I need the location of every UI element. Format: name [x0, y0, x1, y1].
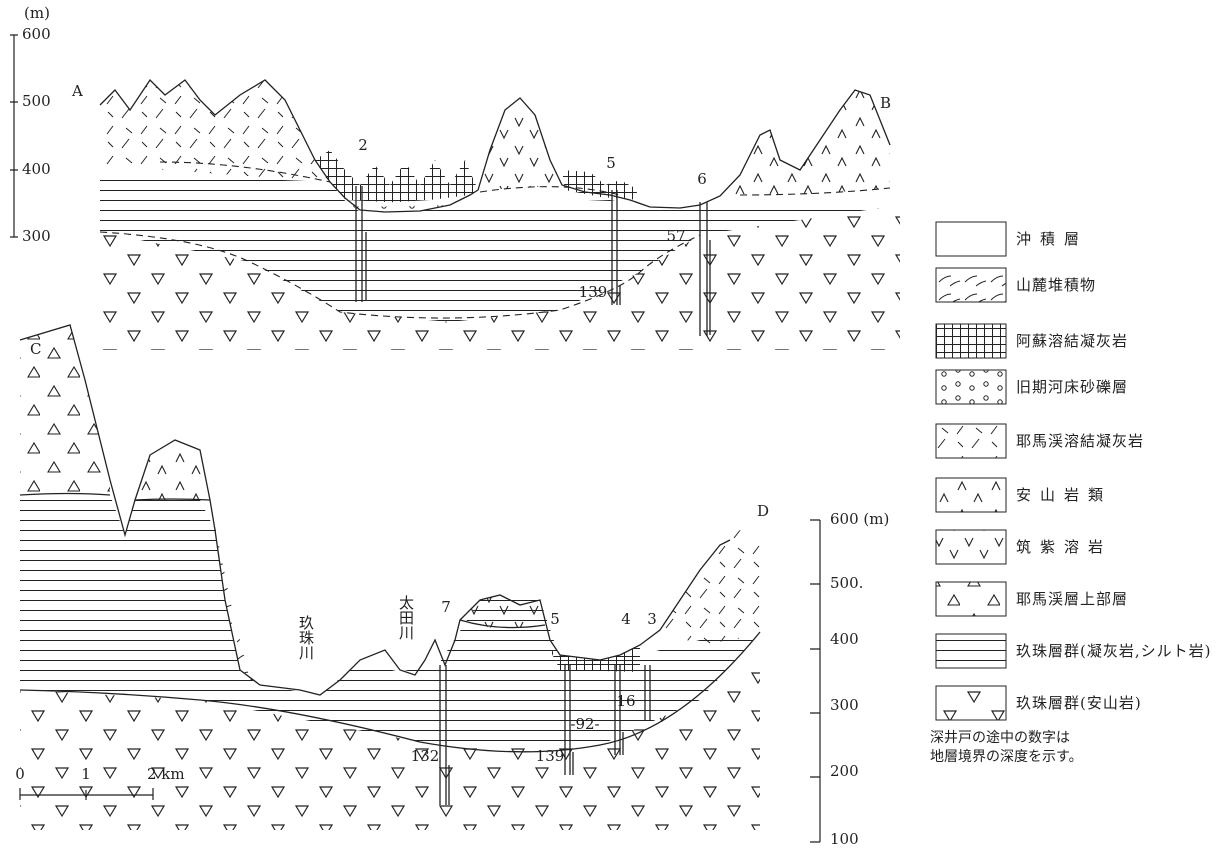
ground-surface — [19, 324, 731, 696]
kusu-andesite — [20, 655, 760, 830]
deep-well — [355, 186, 708, 336]
legend-swatch — [935, 477, 1007, 513]
talus-deposit — [660, 530, 760, 645]
well-label: 5 — [550, 610, 560, 628]
depth-label: 139 — [536, 747, 565, 765]
scale-label: 2 km — [147, 765, 185, 783]
legend-swatch — [935, 633, 1007, 669]
legend-swatch — [935, 369, 1007, 405]
ground-surface — [99, 78, 891, 213]
well-label: 3 — [647, 610, 657, 628]
deep-well — [439, 665, 651, 805]
axis-tick-label: 300 — [22, 227, 51, 245]
axis-tick-label: 300 — [830, 696, 859, 714]
depth-label: 16 — [616, 692, 635, 710]
legend-swatch — [935, 685, 1007, 721]
legend-swatch — [935, 267, 1007, 303]
axis-tick-label: 400 — [22, 160, 51, 178]
depth-label: 57 — [666, 227, 685, 245]
legend-swatch — [935, 323, 1007, 359]
legend-swatch — [935, 529, 1007, 565]
legend-label: 山麓堆積物 — [1016, 276, 1096, 294]
axis-tick-label: 600 (m) — [830, 510, 889, 528]
legend-label: 沖積層 — [1016, 230, 1088, 248]
yabakei-welded-tuff — [100, 80, 330, 182]
kusu-tuff-siltstone — [20, 495, 760, 745]
legend-swatch — [935, 221, 1007, 257]
axis-tick-label: 500. — [830, 574, 863, 592]
legend-label: 旧期河床砂礫層 — [1016, 378, 1128, 396]
axis-tick-label: 200 — [830, 762, 859, 780]
section-end-label: D — [757, 502, 769, 520]
formation-boundary — [19, 492, 761, 753]
river-name: 玖珠川 — [297, 615, 315, 660]
scale-label: 0 — [15, 765, 25, 783]
section-a-b: (m) 600 500 400 300 A B 2 5 6 57 139 — [10, 4, 900, 350]
legend-note: 深井戸の途中の数字は — [930, 729, 1070, 746]
aso-welded-tuff — [562, 170, 640, 200]
legend-label: 耶馬渓溶結凝灰岩 — [1016, 432, 1144, 450]
legend-swatch — [935, 423, 1007, 459]
legend-label: 玖珠層群(安山岩) — [1016, 694, 1142, 712]
inferred-boundary — [159, 161, 891, 196]
legend-swatch — [935, 581, 1007, 617]
well-label: 4 — [621, 610, 631, 628]
andesite — [135, 440, 210, 500]
axis-tick-label: 600 — [22, 25, 51, 43]
inferred-boundary — [99, 231, 701, 319]
chikushi-lava — [460, 595, 545, 630]
chikushi-lava — [478, 98, 562, 190]
axis-unit: (m) — [24, 4, 50, 22]
screen-interval — [365, 232, 711, 335]
river-name: 太田川 — [397, 595, 415, 640]
axis-tick-label: 500 — [22, 92, 51, 110]
legend-label: 筑紫溶岩 — [1016, 538, 1112, 556]
legend-label: 玖珠層群(凝灰岩,シルト岩) — [1016, 642, 1211, 660]
depth-label: 132 — [411, 747, 440, 765]
axis-tick-label: 100 — [830, 830, 859, 848]
scale-bar — [19, 788, 154, 800]
yabakei-upper — [20, 325, 110, 495]
depth-label: 139 — [579, 283, 608, 301]
axis-ticks — [810, 519, 820, 843]
well-label: 2 — [358, 136, 368, 154]
legend-label: 安山岩類 — [1016, 486, 1112, 504]
legend-label: 阿蘇溶結凝灰岩 — [1016, 332, 1128, 350]
scale-label: 1 — [81, 765, 91, 783]
axis-tick-label: 400 — [830, 630, 859, 648]
axis-ticks — [10, 34, 18, 238]
well-label: 5 — [606, 154, 616, 172]
well-label: 6 — [697, 170, 707, 188]
gravel-bed — [345, 200, 450, 212]
well-label: 7 — [441, 598, 451, 616]
legend-note: 地層境界の深度を示す。 — [930, 749, 1083, 765]
section-end-label: A — [71, 82, 83, 100]
section-c-d: 600 (m) 500. 400 300 200 100 0 1 2 km C … — [15, 324, 889, 848]
depth-label: -92- — [570, 715, 599, 733]
section-end-label: C — [30, 340, 41, 358]
section-end-label: B — [880, 94, 891, 112]
aso-welded-tuff — [550, 645, 640, 672]
andesite — [725, 90, 890, 198]
legend-label: 耶馬渓層上部層 — [1016, 590, 1128, 608]
screen-interval — [448, 732, 624, 805]
legend: 沖積層 山麓堆積物 阿蘇溶結凝灰岩 旧期河床砂礫層 耶馬渓溶結凝灰岩 安山岩類 … — [930, 221, 1211, 765]
